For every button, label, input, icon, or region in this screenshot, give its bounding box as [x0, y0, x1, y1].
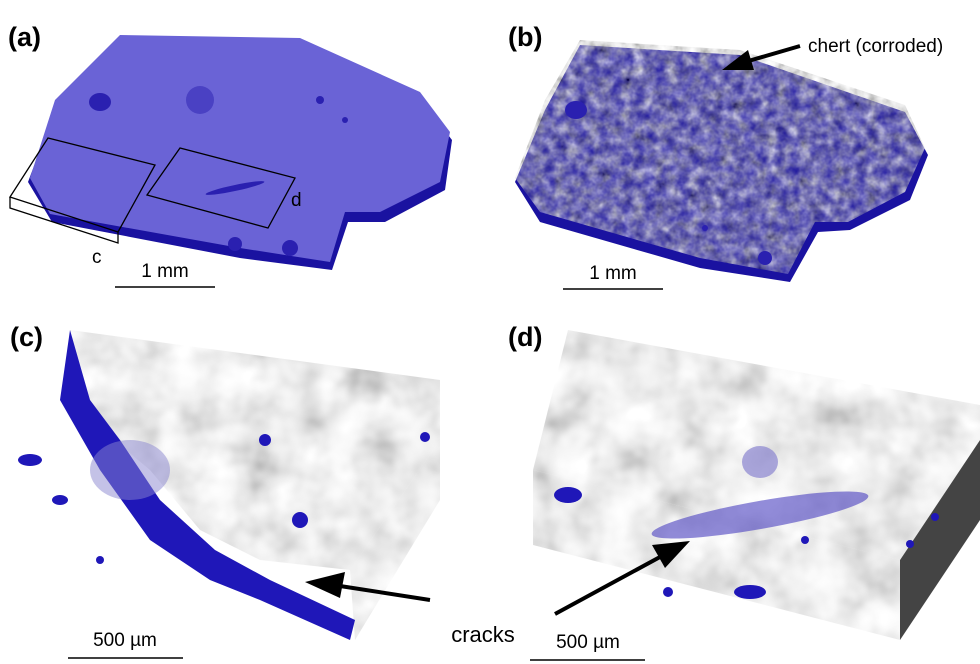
box-label: d: [291, 190, 302, 211]
scale-label: 500 µm: [93, 630, 157, 651]
panel-label: (d): [508, 322, 542, 352]
arrow-shaft: [745, 46, 800, 62]
scale-label: 500 µm: [556, 632, 620, 653]
panel-b: (b) chert (corroded) 1 mm: [508, 22, 943, 289]
scale-label: 1 mm: [589, 263, 637, 284]
panel-label: (c): [10, 322, 43, 352]
arrow-head: [305, 572, 345, 598]
shared-annotation: cracks: [451, 622, 515, 647]
slab-top: [515, 40, 925, 274]
box-label: c: [92, 247, 102, 268]
annotation: chert (corroded): [808, 36, 943, 57]
arrow-shaft: [555, 557, 660, 614]
panel-label: (a): [8, 22, 41, 52]
panel-c: (c) 500 µm: [10, 322, 440, 658]
inclusion: [742, 446, 778, 478]
scale-label: 1 mm: [141, 261, 189, 282]
figure: (a) c d 1 mm (b) chert (corroded) 1 mm (…: [0, 0, 980, 664]
panel-label: (b): [508, 22, 542, 52]
panel-a: (a) c d 1 mm: [8, 22, 452, 287]
translucent-surface: [90, 440, 170, 500]
panel-d: (d) 500 µm: [508, 322, 980, 660]
